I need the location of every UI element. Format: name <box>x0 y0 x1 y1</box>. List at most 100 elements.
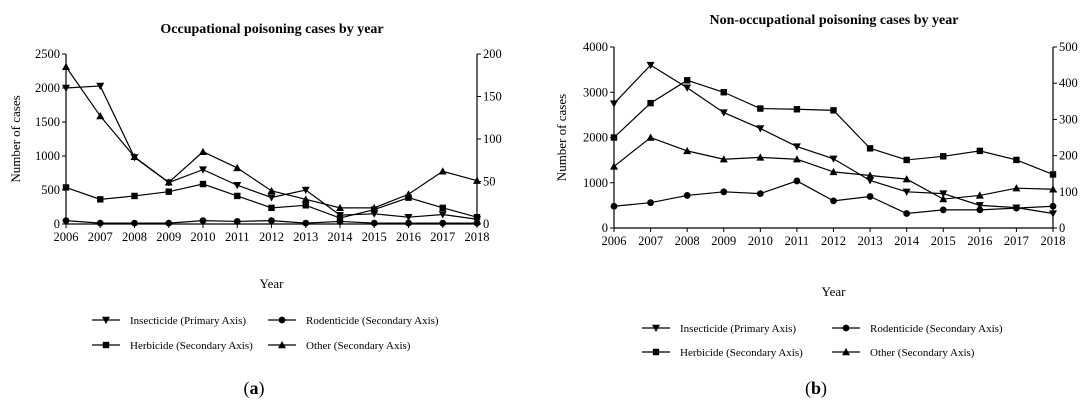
chartb-data-point <box>939 206 947 214</box>
charta-legend-label: Other (Secondary Axis) <box>306 340 411 352</box>
chartb-y-tick-label: 0 <box>602 221 608 235</box>
charta-data-point <box>97 196 104 203</box>
charta-legend-label: Herbicide (Secondary Axis) <box>130 340 253 352</box>
charta-data-point <box>438 211 447 219</box>
charta-y-tick-label: 2500 <box>35 47 60 61</box>
charta-data-point <box>301 186 310 194</box>
charta-data-point <box>302 202 309 209</box>
chartb-legend-label: Rodenticide (Secondary Axis) <box>870 323 1003 335</box>
chartb-data-point <box>756 153 765 161</box>
chartb-data-point <box>683 84 692 92</box>
charta-title: Occupational poisoning cases by year <box>160 22 383 37</box>
chartb-x-tick-label: 2018 <box>1041 234 1066 248</box>
chartb-y-tick-label: 1000 <box>583 176 608 190</box>
charta-data-point <box>130 152 139 161</box>
chartb-x-tick-label: 2017 <box>1004 234 1029 248</box>
charta-data-point <box>438 167 447 175</box>
chartb-data-point <box>866 171 875 179</box>
chartb-series-circle <box>610 177 1057 217</box>
chartb-y2-tick-label: 100 <box>1059 185 1078 199</box>
charta-series-circle <box>62 217 481 227</box>
chartb-legend-label: Insecticide (Primary Axis) <box>680 323 796 335</box>
charta-data-point <box>233 182 242 190</box>
chartb-series-triangle-down <box>610 61 1057 218</box>
chartb-data-point <box>976 147 984 155</box>
charta-series-square <box>62 180 481 222</box>
charta-x-tick-label: 2008 <box>122 230 147 244</box>
charta-legend-label: Insecticide (Primary Axis) <box>130 315 246 327</box>
charta-legend-marker <box>278 316 286 324</box>
chartb-data-point <box>647 199 654 207</box>
chartb-series-triangle-up <box>610 133 1057 203</box>
chartb-data-point <box>1012 184 1021 192</box>
charta-y-tick-label: 500 <box>41 183 60 197</box>
charta-data-point <box>233 163 242 172</box>
charta-data-point <box>473 176 481 184</box>
charta-data-point <box>233 218 241 225</box>
chartb-data-point <box>830 107 837 114</box>
chartb-data-point <box>720 188 728 196</box>
charta-data-point <box>234 192 241 200</box>
charta-data-point <box>336 203 344 212</box>
charta-data-point <box>199 147 207 155</box>
chartb-legend-marker <box>652 324 660 332</box>
chartb-data-point <box>792 155 801 163</box>
chartb-data-point <box>902 188 911 196</box>
charta-series-triangle-down <box>62 82 481 224</box>
charta-data-point <box>165 188 172 195</box>
charta-series-line <box>65 66 478 209</box>
charta-data-point <box>96 112 105 120</box>
chartb-data-point <box>646 61 655 70</box>
charta-x-tick-label: 2017 <box>430 230 455 244</box>
charta-data-point <box>301 195 310 203</box>
charta-data-point <box>268 217 275 225</box>
chartb-data-point <box>756 190 764 198</box>
chartb-data-point <box>975 202 984 210</box>
charta-y2-tick-label: 50 <box>483 175 496 189</box>
chartb-y2-tick-label: 400 <box>1059 76 1078 90</box>
charta-x-tick-label: 2006 <box>54 230 79 244</box>
charta-data-point <box>131 219 138 227</box>
chartb-plot <box>610 46 1057 232</box>
charta-legend-label: Rodenticide (Secondary Axis) <box>306 315 439 327</box>
charta-y2-tick-label: 200 <box>483 47 502 61</box>
chartb-data-point <box>903 210 911 217</box>
chartb-data-point <box>1013 204 1020 212</box>
charta-data-point <box>62 184 70 191</box>
chartb-x-tick-label: 2009 <box>711 234 736 248</box>
chartb-y-axis-label: Number of cases <box>554 94 569 181</box>
chartb-data-point <box>757 105 764 112</box>
charta-x-axis-label: Year <box>260 276 285 291</box>
charta-legend-marker <box>102 316 110 324</box>
charta-panel-label: (a) <box>244 378 265 399</box>
chartb-data-point <box>903 156 910 164</box>
chartb-data-point <box>792 143 801 151</box>
charta-data-point <box>473 219 481 227</box>
charta-x-tick-label: 2015 <box>362 230 387 244</box>
charta-x-tick-label: 2014 <box>328 230 354 244</box>
charta-data-point <box>96 82 105 90</box>
chartb-data-point <box>1049 171 1057 178</box>
charta-x-tick-label: 2010 <box>191 230 216 244</box>
chartb-y-tick-label: 4000 <box>583 40 608 54</box>
chartb-x-tick-label: 2010 <box>748 234 773 248</box>
chartb-series-line <box>613 64 1054 215</box>
charta-data-point <box>199 180 207 188</box>
chartb-legend-label: Herbicide (Secondary Axis) <box>680 347 803 359</box>
chartb-series-line <box>613 180 1054 215</box>
chartb-data-point <box>1013 156 1020 164</box>
chartb-y2-tick-label: 0 <box>1059 221 1065 235</box>
chartb-x-axis-label: Year <box>822 284 847 299</box>
charta-data-point <box>473 214 481 221</box>
chartb-data-point <box>683 146 692 155</box>
chartb-data-point <box>940 153 947 160</box>
chartb-data-point <box>793 106 801 113</box>
chartb-data-point <box>610 134 618 141</box>
chartb-data-point <box>866 177 875 185</box>
charta-data-point <box>199 217 207 225</box>
chartb-panel-label: (b) <box>805 378 827 399</box>
chartb-x-tick-label: 2012 <box>821 234 846 248</box>
charta-data-point <box>439 204 446 212</box>
chartb-data-point <box>610 202 618 210</box>
